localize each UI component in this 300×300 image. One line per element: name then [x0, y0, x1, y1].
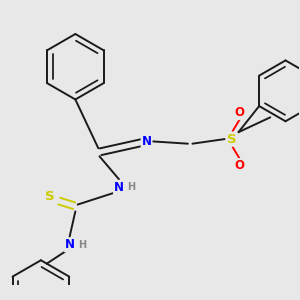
Text: H: H [128, 182, 136, 192]
Text: S: S [227, 133, 236, 146]
Text: N: N [114, 181, 124, 194]
Text: H: H [78, 240, 86, 250]
Text: O: O [235, 106, 244, 119]
Text: O: O [235, 159, 244, 172]
Text: N: N [64, 238, 75, 251]
Text: N: N [142, 135, 152, 148]
Text: S: S [45, 190, 55, 203]
